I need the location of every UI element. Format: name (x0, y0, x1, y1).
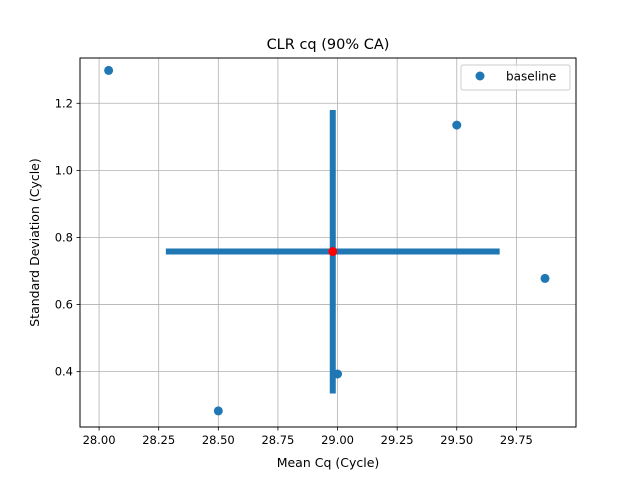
x-axis-ticks: 28.00 28.25 28.50 28.75 29.00 29.25 29.50 29.75 (83, 427, 533, 447)
x-tick-label: 29.25 (381, 433, 414, 447)
x-tick-label: 29.75 (500, 433, 533, 447)
data-point-baseline (540, 273, 550, 283)
grid-lines (80, 58, 576, 427)
x-tick-label: 28.00 (83, 433, 116, 447)
legend-box (460, 64, 571, 91)
y-tick-label: 1.0 (55, 163, 73, 177)
y-axis-ticks: 0.4 0.6 0.8 1.0 1.2 (55, 96, 80, 379)
y-tick-label: 1.2 (55, 96, 73, 110)
legend-label-baseline: baseline (506, 70, 556, 84)
data-point-baseline (452, 120, 462, 130)
x-tick-label: 29.50 (440, 433, 473, 447)
x-axis-label: Mean Cq (Cycle) (277, 455, 380, 470)
x-tick-label: 29.00 (321, 433, 354, 447)
legend-marker-baseline (475, 71, 485, 81)
y-tick-label: 0.4 (55, 365, 73, 379)
chart-title: CLR cq (90% CA) (267, 37, 390, 53)
legend: baseline (460, 64, 571, 91)
data-point-baseline (104, 65, 114, 75)
x-tick-label: 28.50 (202, 433, 235, 447)
center-point (328, 247, 338, 257)
data-point-baseline (213, 406, 223, 416)
plot-area-frame (79, 57, 577, 428)
y-axis-label: Standard Deviation (Cycle) (27, 158, 42, 327)
y-tick-label: 0.8 (55, 230, 73, 244)
data-points (104, 65, 550, 416)
data-point-baseline (333, 369, 343, 379)
y-tick-label: 0.6 (55, 298, 73, 312)
x-tick-label: 28.25 (142, 433, 175, 447)
x-tick-label: 28.75 (261, 433, 294, 447)
